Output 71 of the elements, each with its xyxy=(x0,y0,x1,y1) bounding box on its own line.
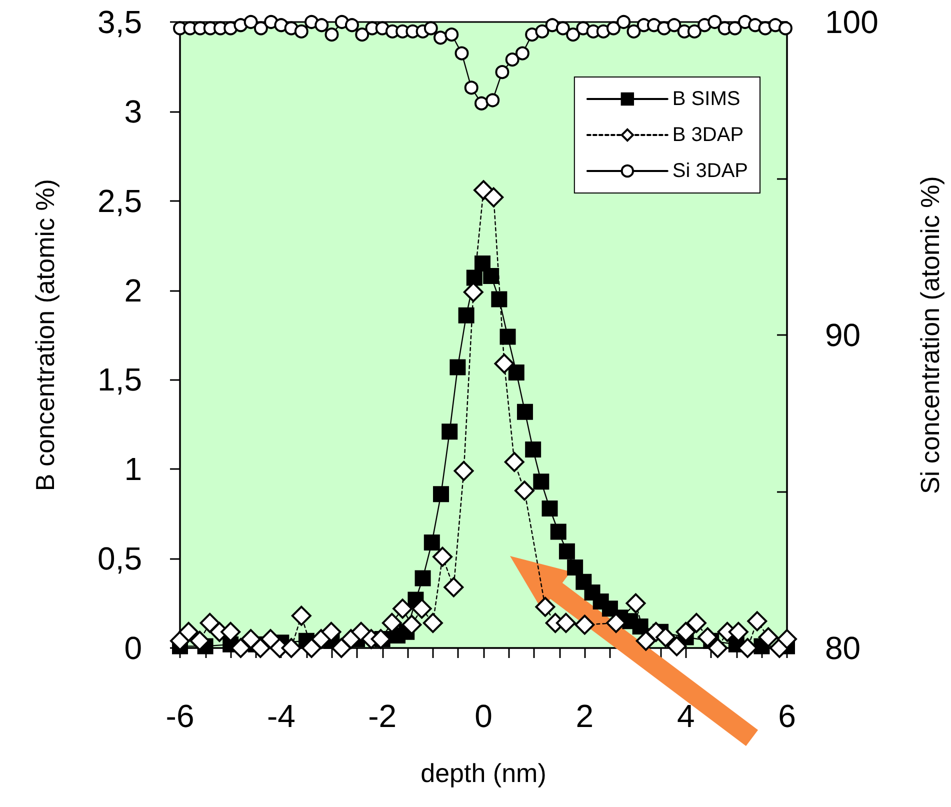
point xyxy=(491,291,508,308)
point xyxy=(632,618,648,635)
point xyxy=(178,622,199,642)
x-tick-label: -4 xyxy=(266,698,296,734)
point xyxy=(708,638,728,658)
point xyxy=(190,630,210,651)
point xyxy=(758,627,778,648)
y-axis-title: B concentration (atomic %) xyxy=(30,178,60,492)
point xyxy=(666,636,687,656)
point xyxy=(433,486,450,502)
y-tick-label: 3,5 xyxy=(98,4,142,40)
point xyxy=(516,404,533,420)
point xyxy=(535,596,556,617)
point xyxy=(556,612,576,633)
point xyxy=(331,638,352,658)
point xyxy=(458,307,474,324)
legend-label: Si 3DAP xyxy=(672,160,748,182)
point xyxy=(454,460,474,481)
point xyxy=(474,255,490,272)
point xyxy=(574,614,595,635)
point xyxy=(483,268,500,284)
y-tick-label: 2 xyxy=(124,272,142,308)
point xyxy=(558,543,575,560)
y2-tick-label: 100 xyxy=(825,4,878,40)
point xyxy=(422,612,443,633)
point xyxy=(444,577,464,598)
point xyxy=(550,524,566,540)
point xyxy=(484,187,504,208)
y-tick-label: 0 xyxy=(124,630,142,666)
point xyxy=(626,593,646,614)
x-axis-title: depth (nm) xyxy=(420,758,546,788)
y-tick-label: 2,5 xyxy=(98,182,142,219)
point xyxy=(412,598,432,619)
point xyxy=(424,534,440,550)
point xyxy=(504,452,524,472)
point xyxy=(494,354,514,374)
y2-tick-label: 80 xyxy=(825,630,861,666)
point xyxy=(567,560,584,576)
point xyxy=(466,270,482,286)
point xyxy=(508,364,524,381)
y-tick-label: 0,5 xyxy=(98,540,142,577)
point xyxy=(281,638,302,658)
y2-tick-label: 90 xyxy=(825,317,861,353)
point xyxy=(200,612,220,633)
point xyxy=(382,612,402,633)
y-tick-label: 3 xyxy=(124,93,142,130)
point xyxy=(514,480,534,501)
x-tick-label: -6 xyxy=(166,698,194,734)
point xyxy=(500,328,516,345)
point xyxy=(432,546,453,567)
y-tick-label: 1,5 xyxy=(98,362,142,398)
point xyxy=(747,611,768,632)
x-tick-label: 4 xyxy=(676,698,695,734)
x-tick-label: 6 xyxy=(778,698,796,734)
y2-axis-title: Si concentration (atomic %) xyxy=(915,176,945,494)
point xyxy=(686,612,706,633)
x-tick-label: 0 xyxy=(474,698,492,734)
x-tick-label: -2 xyxy=(368,698,397,734)
point xyxy=(533,474,550,490)
point xyxy=(291,606,312,626)
x-tick-label: 2 xyxy=(576,698,594,734)
legend-label: B SIMS xyxy=(672,88,740,110)
legend-label: B 3DAP xyxy=(672,124,744,146)
point xyxy=(777,629,797,650)
y-tick-label: 1 xyxy=(124,451,142,488)
point xyxy=(442,424,458,440)
point xyxy=(525,441,542,458)
point xyxy=(450,359,466,376)
point xyxy=(392,598,413,619)
point xyxy=(414,570,431,586)
point xyxy=(542,500,558,516)
